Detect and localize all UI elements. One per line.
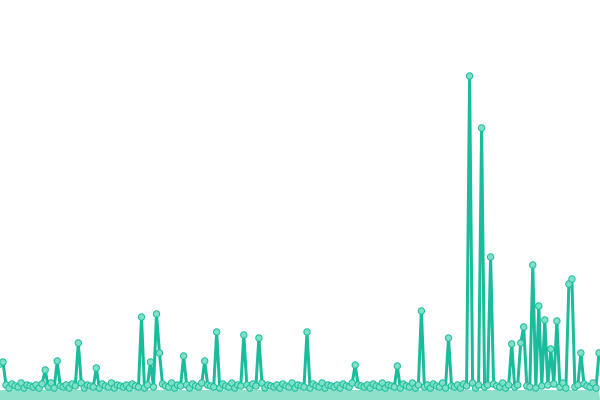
data-point xyxy=(137,313,146,321)
data-point xyxy=(38,380,46,388)
data-point xyxy=(300,383,308,391)
data-point xyxy=(252,382,260,390)
data-point xyxy=(393,362,401,370)
data-point xyxy=(477,124,486,132)
data-point xyxy=(143,381,152,389)
data-point xyxy=(508,340,516,348)
data-point xyxy=(529,261,537,269)
data-point xyxy=(568,275,576,283)
data-point xyxy=(198,379,206,387)
data-point xyxy=(541,316,549,324)
data-point xyxy=(74,339,83,347)
area-layer xyxy=(0,390,600,400)
data-point xyxy=(577,349,585,357)
data-point xyxy=(390,383,398,391)
data-point xyxy=(535,302,543,310)
data-point xyxy=(414,381,423,389)
data-point xyxy=(89,383,98,391)
data-point xyxy=(176,382,185,390)
data-point xyxy=(547,345,555,353)
data-point xyxy=(71,382,80,390)
data-point xyxy=(483,381,492,389)
data-point xyxy=(255,334,263,342)
data-point xyxy=(155,349,164,357)
data-point xyxy=(462,382,471,390)
data-point xyxy=(50,384,58,392)
data-point xyxy=(237,382,245,390)
data-point xyxy=(351,361,359,369)
series-line xyxy=(0,74,600,390)
data-point xyxy=(444,334,453,342)
data-point xyxy=(348,379,356,387)
data-point xyxy=(201,357,209,365)
marker-layer xyxy=(0,72,600,392)
data-point xyxy=(595,349,600,357)
data-point xyxy=(240,331,248,339)
data-point xyxy=(505,381,513,389)
data-point xyxy=(517,339,525,347)
data-point xyxy=(149,383,158,391)
data-point xyxy=(514,381,522,389)
area-fill xyxy=(0,390,600,400)
data-point xyxy=(0,358,7,366)
data-point xyxy=(538,382,546,390)
data-point xyxy=(92,364,101,372)
data-point xyxy=(465,72,474,80)
data-point xyxy=(574,381,582,389)
data-point xyxy=(41,366,49,374)
data-point xyxy=(474,381,483,389)
data-point xyxy=(134,383,143,391)
data-point xyxy=(553,317,561,325)
data-point xyxy=(550,380,558,388)
data-point xyxy=(146,358,155,366)
line-layer xyxy=(0,74,600,390)
data-point xyxy=(417,307,426,315)
data-point xyxy=(303,328,311,336)
data-point xyxy=(486,253,495,261)
data-point xyxy=(532,384,540,392)
data-point xyxy=(152,310,161,318)
data-point xyxy=(526,383,534,391)
data-point xyxy=(592,384,600,392)
data-point xyxy=(213,328,221,336)
data-point xyxy=(210,383,218,391)
data-point xyxy=(53,357,61,365)
data-point xyxy=(179,352,188,360)
data-point xyxy=(562,384,570,392)
data-point xyxy=(520,323,528,331)
data-point xyxy=(544,381,552,389)
data-point xyxy=(441,384,450,392)
